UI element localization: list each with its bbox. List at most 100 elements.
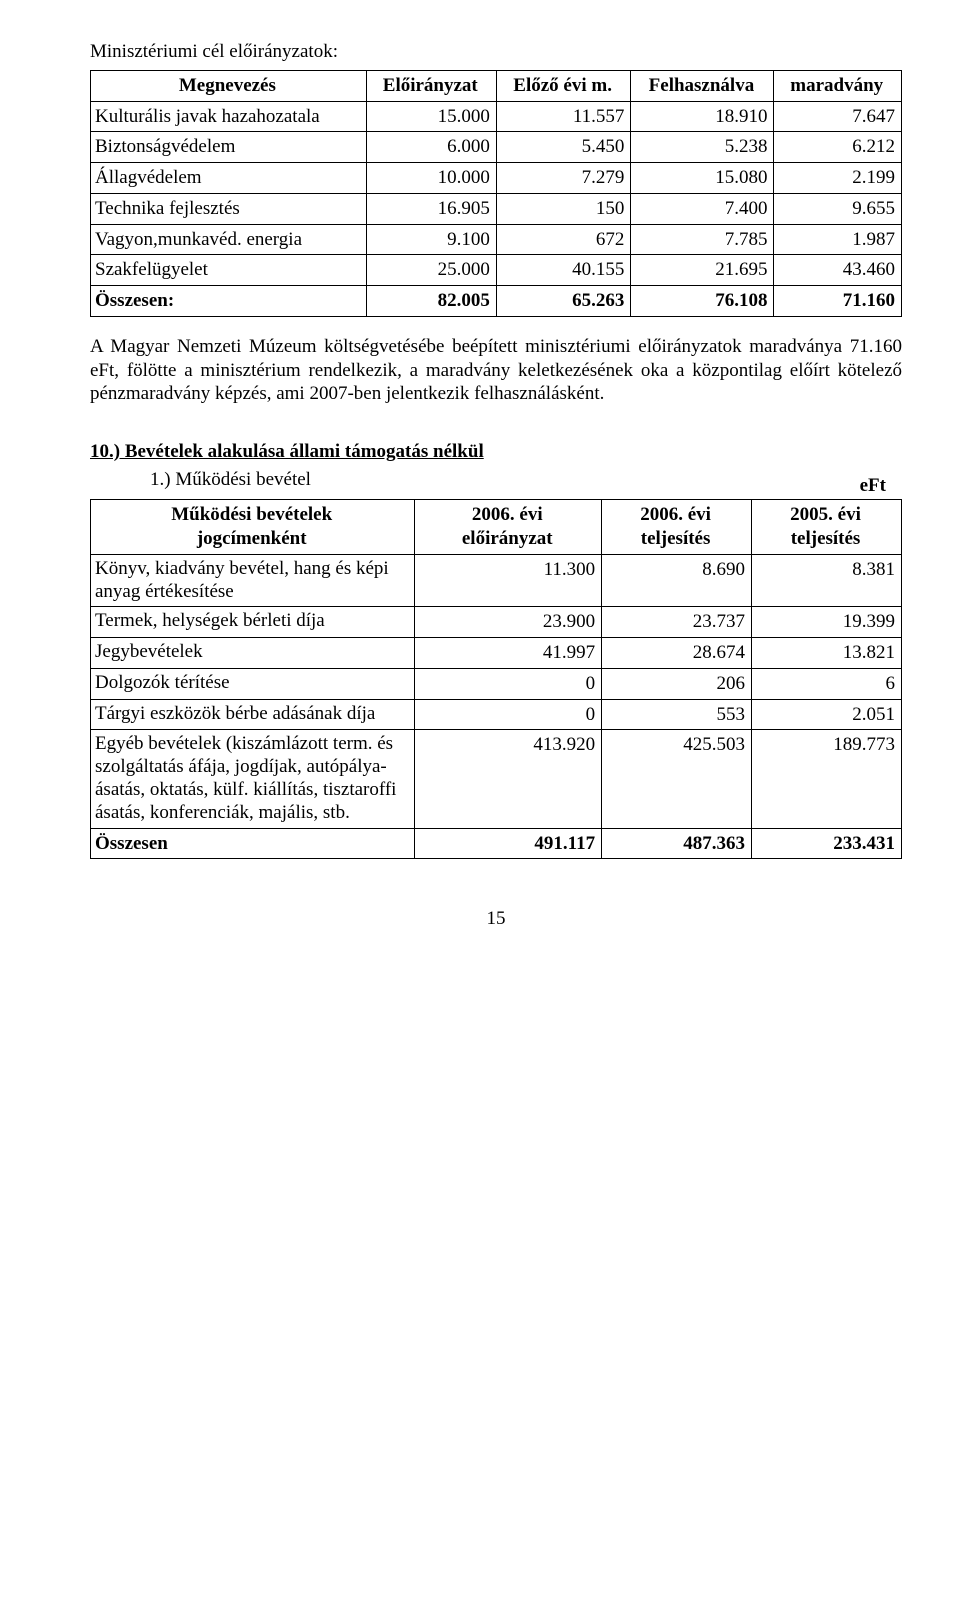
col-header: Működési bevételek jogcímenként: [91, 500, 415, 555]
row-label: Kulturális javak hazahozatala: [91, 101, 367, 132]
cell: 1.987: [774, 224, 902, 255]
cell: 18.910: [631, 101, 774, 132]
cell: 672: [496, 224, 631, 255]
cell: 21.695: [631, 255, 774, 286]
cell: 6.000: [366, 132, 496, 163]
cell: 16.905: [366, 193, 496, 224]
cell: 8.690: [602, 554, 752, 607]
cell: 233.431: [752, 828, 902, 859]
cell: 7.400: [631, 193, 774, 224]
header-line: 2006. évi: [472, 504, 543, 525]
row-label: Termek, helységek bérleti díja: [91, 607, 415, 638]
cell: 425.503: [602, 730, 752, 828]
row-label: Szakfelügyelet: [91, 255, 367, 286]
cell: 43.460: [774, 255, 902, 286]
col-header: 2006. évi teljesítés: [602, 500, 752, 555]
cell: 11.557: [496, 101, 631, 132]
section-title: Minisztériumi cél előirányzatok:: [90, 40, 902, 64]
col-header: Felhasználva: [631, 70, 774, 101]
cell: 6.212: [774, 132, 902, 163]
cell: 8.381: [752, 554, 902, 607]
row-label: Jegybevételek: [91, 638, 415, 669]
row-label: Állagvédelem: [91, 163, 367, 194]
cell: 206: [602, 668, 752, 699]
cell: 15.080: [631, 163, 774, 194]
row-label: Vagyon,munkavéd. energia: [91, 224, 367, 255]
cell: 189.773: [752, 730, 902, 828]
col-header: maradvány: [774, 70, 902, 101]
header-line: Működési bevételek: [171, 504, 332, 525]
table-revenues: Működési bevételek jogcímenként 2006. év…: [90, 499, 902, 859]
cell: 150: [496, 193, 631, 224]
cell: 9.655: [774, 193, 902, 224]
section-heading: 10.) Bevételek alakulása állami támogatá…: [90, 440, 902, 464]
cell: 6: [752, 668, 902, 699]
table-header-row: Megnevezés Előirányzat Előző évi m. Felh…: [91, 70, 902, 101]
row-label: Könyv, kiadvány bevétel, hang és képi an…: [91, 554, 415, 607]
cell: 76.108: [631, 286, 774, 317]
cell: 82.005: [366, 286, 496, 317]
body-paragraph: A Magyar Nemzeti Múzeum költségvetésébe …: [90, 335, 902, 406]
cell: 491.117: [415, 828, 602, 859]
cell: 23.900: [415, 607, 602, 638]
cell: 0: [415, 699, 602, 730]
table-row: Állagvédelem 10.000 7.279 15.080 2.199: [91, 163, 902, 194]
header-line: 2006. évi: [640, 504, 711, 525]
cell: 41.997: [415, 638, 602, 669]
cell: 2.051: [752, 699, 902, 730]
cell: 7.279: [496, 163, 631, 194]
table-total-row: Összesen: 82.005 65.263 76.108 71.160: [91, 286, 902, 317]
header-line: jogcímenként: [197, 528, 307, 549]
header-line: előirányzat: [462, 528, 553, 549]
cell: 15.000: [366, 101, 496, 132]
row-label: Egyéb bevételek (kiszámlázott term. és s…: [91, 730, 415, 828]
cell: 553: [602, 699, 752, 730]
table-row: Termek, helységek bérleti díja 23.900 23…: [91, 607, 902, 638]
row-label: Biztonságvédelem: [91, 132, 367, 163]
table-row: Biztonságvédelem 6.000 5.450 5.238 6.212: [91, 132, 902, 163]
table-row: Kulturális javak hazahozatala 15.000 11.…: [91, 101, 902, 132]
cell: 28.674: [602, 638, 752, 669]
cell: 65.263: [496, 286, 631, 317]
cell: 40.155: [496, 255, 631, 286]
cell: 9.100: [366, 224, 496, 255]
row-label: Összesen:: [91, 286, 367, 317]
cell: 5.450: [496, 132, 631, 163]
cell: 487.363: [602, 828, 752, 859]
col-header: Megnevezés: [91, 70, 367, 101]
cell: 13.821: [752, 638, 902, 669]
table-row: Vagyon,munkavéd. energia 9.100 672 7.785…: [91, 224, 902, 255]
col-header: Előző évi m.: [496, 70, 631, 101]
header-line: teljesítés: [641, 528, 711, 549]
row-label: Tárgyi eszközök bérbe adásának díja: [91, 699, 415, 730]
cell: 71.160: [774, 286, 902, 317]
row-label: Dolgozók térítése: [91, 668, 415, 699]
table-row: Könyv, kiadvány bevétel, hang és képi an…: [91, 554, 902, 607]
table-row: Szakfelügyelet 25.000 40.155 21.695 43.4…: [91, 255, 902, 286]
cell: 11.300: [415, 554, 602, 607]
table-total-row: Összesen 491.117 487.363 233.431: [91, 828, 902, 859]
col-header: 2006. évi előirányzat: [415, 500, 602, 555]
table-row: Jegybevételek 41.997 28.674 13.821: [91, 638, 902, 669]
cell: 2.199: [774, 163, 902, 194]
table-row: Tárgyi eszközök bérbe adásának díja 0 55…: [91, 699, 902, 730]
cell: 10.000: [366, 163, 496, 194]
cell: 5.238: [631, 132, 774, 163]
table-row: Dolgozók térítése 0 206 6: [91, 668, 902, 699]
cell: 19.399: [752, 607, 902, 638]
table-header-row: Működési bevételek jogcímenként 2006. év…: [91, 500, 902, 555]
cell: 413.920: [415, 730, 602, 828]
cell: 23.737: [602, 607, 752, 638]
row-label: Összesen: [91, 828, 415, 859]
cell: 7.785: [631, 224, 774, 255]
cell: 25.000: [366, 255, 496, 286]
col-header: Előirányzat: [366, 70, 496, 101]
table-row: Technika fejlesztés 16.905 150 7.400 9.6…: [91, 193, 902, 224]
table-allocations: Megnevezés Előirányzat Előző évi m. Felh…: [90, 70, 902, 317]
header-line: 2005. évi: [790, 504, 861, 525]
col-header: 2005. évi teljesítés: [752, 500, 902, 555]
cell: 7.647: [774, 101, 902, 132]
cell: 0: [415, 668, 602, 699]
header-line: teljesítés: [791, 528, 861, 549]
page-number: 15: [90, 907, 902, 931]
